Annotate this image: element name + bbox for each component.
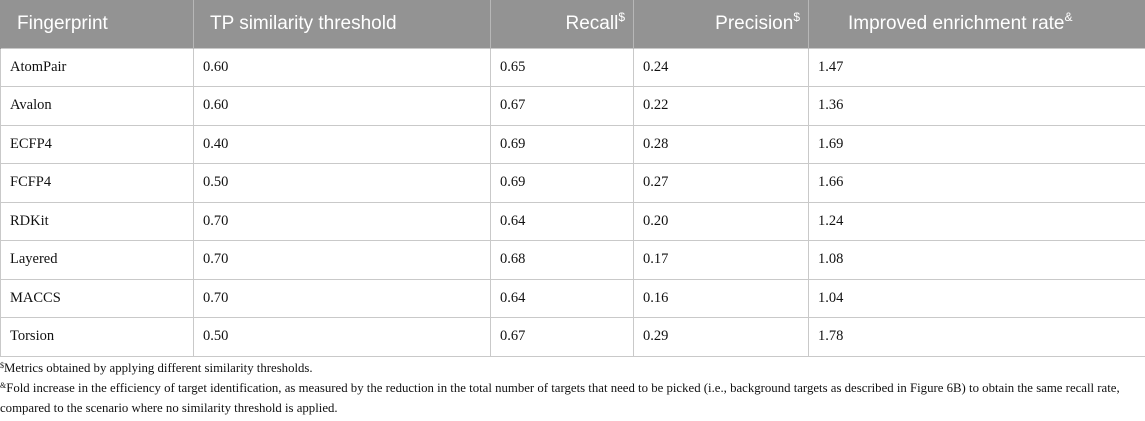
cell-threshold: 0.50 bbox=[193, 163, 491, 203]
cell-precision: 0.28 bbox=[633, 124, 809, 164]
cell-enrichment: 1.36 bbox=[808, 86, 1145, 126]
cell-threshold: 0.70 bbox=[193, 201, 491, 241]
cell-recall: 0.67 bbox=[490, 317, 634, 357]
results-table: Fingerprint TP similarity threshold Reca… bbox=[0, 0, 1145, 357]
cell-threshold: 0.70 bbox=[193, 278, 491, 318]
table-row: Torsion 0.50 0.67 0.29 1.78 bbox=[0, 317, 1145, 357]
cell-precision: 0.29 bbox=[633, 317, 809, 357]
cell-fingerprint: FCFP4 bbox=[0, 163, 194, 203]
cell-enrichment: 1.24 bbox=[808, 201, 1145, 241]
footnote-recall-precision: $Metrics obtained by applying different … bbox=[0, 361, 313, 375]
table-row: Layered 0.70 0.68 0.17 1.08 bbox=[0, 240, 1145, 280]
cell-precision: 0.17 bbox=[633, 240, 809, 280]
cell-recall: 0.64 bbox=[490, 201, 634, 241]
header-recall: Recall$ bbox=[490, 0, 634, 48]
table-row: FCFP4 0.50 0.69 0.27 1.66 bbox=[0, 163, 1145, 203]
cell-precision: 0.22 bbox=[633, 86, 809, 126]
cell-recall: 0.69 bbox=[490, 163, 634, 203]
cell-fingerprint: ECFP4 bbox=[0, 124, 194, 164]
header-precision: Precision$ bbox=[633, 0, 809, 48]
cell-fingerprint: MACCS bbox=[0, 278, 194, 318]
table-row: RDKit 0.70 0.64 0.20 1.24 bbox=[0, 201, 1145, 241]
cell-enrichment: 1.69 bbox=[808, 124, 1145, 164]
cell-fingerprint: Layered bbox=[0, 240, 194, 280]
cell-threshold: 0.40 bbox=[193, 124, 491, 164]
header-row: Fingerprint TP similarity threshold Reca… bbox=[0, 0, 1145, 48]
cell-enrichment: 1.66 bbox=[808, 163, 1145, 203]
cell-precision: 0.24 bbox=[633, 47, 809, 87]
cell-enrichment: 1.04 bbox=[808, 278, 1145, 318]
cell-enrichment: 1.08 bbox=[808, 240, 1145, 280]
cell-precision: 0.16 bbox=[633, 278, 809, 318]
cell-precision: 0.20 bbox=[633, 201, 809, 241]
cell-threshold: 0.60 bbox=[193, 86, 491, 126]
header-fingerprint: Fingerprint bbox=[0, 0, 194, 48]
table-footnotes: $Metrics obtained by applying different … bbox=[0, 358, 1140, 418]
cell-recall: 0.67 bbox=[490, 86, 634, 126]
footnote-enrichment: &Fold increase in the efficiency of targ… bbox=[0, 381, 1120, 415]
table-row: Avalon 0.60 0.67 0.22 1.36 bbox=[0, 86, 1145, 126]
cell-enrichment: 1.78 bbox=[808, 317, 1145, 357]
cell-fingerprint: RDKit bbox=[0, 201, 194, 241]
table-row: ECFP4 0.40 0.69 0.28 1.69 bbox=[0, 124, 1145, 164]
cell-recall: 0.65 bbox=[490, 47, 634, 87]
table-row: MACCS 0.70 0.64 0.16 1.04 bbox=[0, 278, 1145, 318]
cell-fingerprint: AtomPair bbox=[0, 47, 194, 87]
cell-threshold: 0.50 bbox=[193, 317, 491, 357]
cell-recall: 0.68 bbox=[490, 240, 634, 280]
table-row: AtomPair 0.60 0.65 0.24 1.47 bbox=[0, 47, 1145, 87]
cell-threshold: 0.70 bbox=[193, 240, 491, 280]
cell-recall: 0.69 bbox=[490, 124, 634, 164]
cell-enrichment: 1.47 bbox=[808, 47, 1145, 87]
cell-fingerprint: Torsion bbox=[0, 317, 194, 357]
cell-precision: 0.27 bbox=[633, 163, 809, 203]
cell-recall: 0.64 bbox=[490, 278, 634, 318]
cell-fingerprint: Avalon bbox=[0, 86, 194, 126]
header-tp-threshold: TP similarity threshold bbox=[193, 0, 491, 48]
cell-threshold: 0.60 bbox=[193, 47, 491, 87]
header-enrichment-rate: Improved enrichment rate& bbox=[808, 0, 1145, 48]
